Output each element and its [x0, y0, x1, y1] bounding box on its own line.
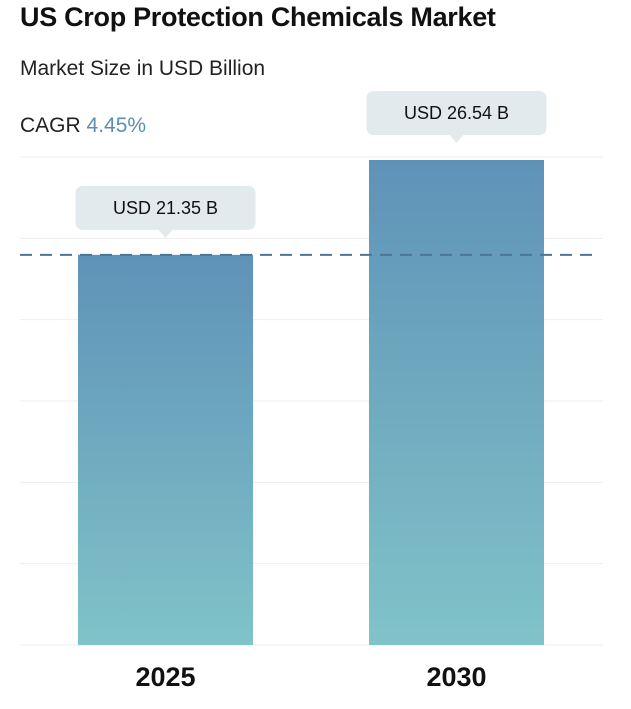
cagr-label: CAGR 4.45% [20, 114, 146, 138]
data-label-callout: USD 21.35 B [75, 185, 256, 238]
data-label-2025: USD 21.35 B [113, 198, 218, 218]
callout-pointer [158, 229, 173, 238]
bars [78, 160, 544, 645]
cagr-label-text: CAGR [20, 114, 81, 137]
callout-pointer [449, 135, 464, 143]
bar-2025 [78, 254, 253, 645]
x-tick-label-2030: 2030 [426, 662, 486, 692]
callout-box [366, 91, 547, 135]
data-label-2030: USD 26.54 B [404, 103, 509, 123]
cagr-value: 4.45% [86, 114, 147, 137]
bar-2030 [369, 160, 544, 645]
chart-subtitle: Market Size in USD Billion [20, 57, 266, 80]
x-tick-label-2025: 2025 [135, 662, 195, 692]
callout-box [75, 185, 256, 230]
data-label-callout: USD 26.54 B [366, 91, 547, 143]
labels: 2025 USD 21.35 B 2030 USD 26.54 B [75, 91, 547, 692]
chart-title: US Crop Protection Chemicals Market [20, 2, 496, 32]
